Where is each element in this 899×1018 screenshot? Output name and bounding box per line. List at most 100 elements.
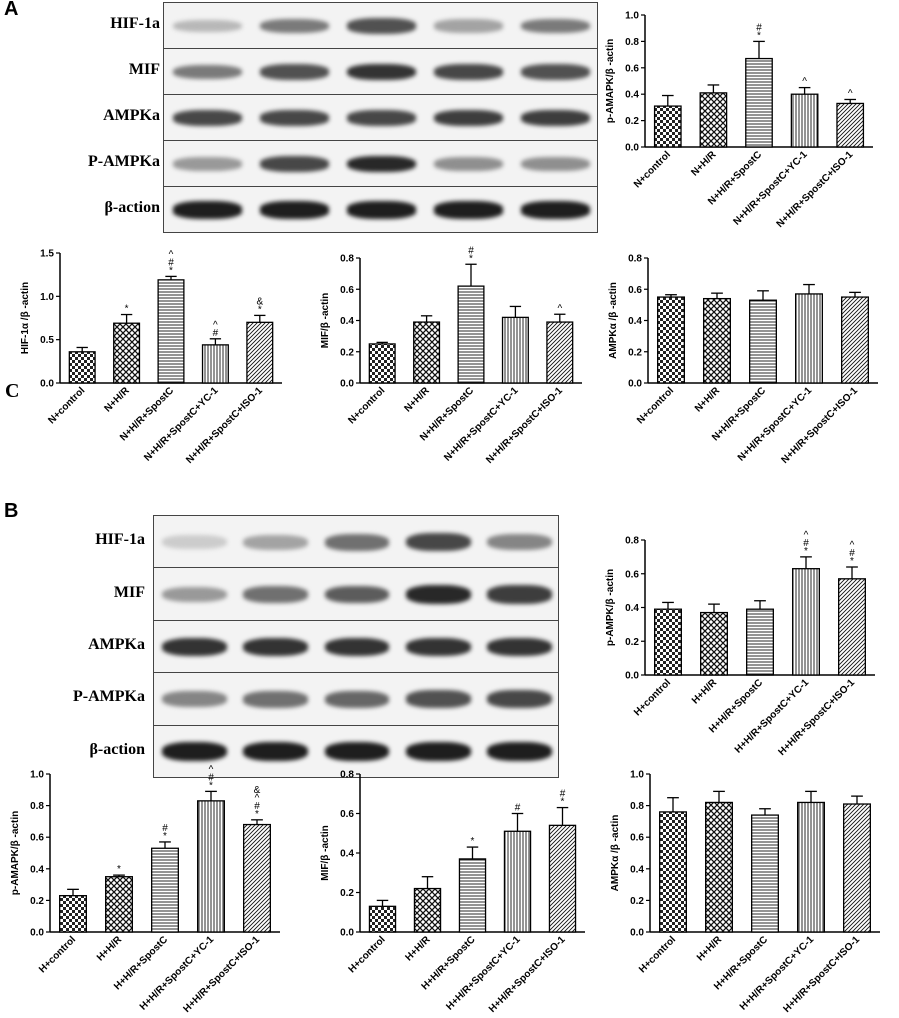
blot-band (259, 201, 330, 219)
y-tick-label: 0.4 (628, 316, 642, 327)
y-tick-label: 1.5 (40, 249, 54, 260)
significance-marker: # (168, 257, 174, 268)
category-label: N+H/R (103, 385, 133, 415)
bar (151, 847, 179, 933)
chart-b-pampk: 0.0 0.2 0.4 0.6 0.8 1.0 p-AMAPK/β -actin H+cont… (10, 764, 280, 1015)
significance-marker: * (169, 265, 173, 276)
significance-marker: # (162, 823, 168, 834)
bar (243, 823, 271, 933)
category-label: N+control (346, 385, 387, 426)
blot-band (259, 110, 330, 126)
blot-band (243, 690, 309, 708)
bar (201, 344, 229, 384)
chart-b-mif: 0.0 0.2 0.4 0.6 0.8 MIF/β -actin H+control H+H/… (320, 770, 585, 1015)
category-label: N+H/R+SpostC+YC-1 (442, 385, 521, 464)
y-tick-label: 0.0 (625, 671, 639, 682)
category-label: N+H/R+SpostC+ISO-1 (484, 385, 565, 466)
blot-row-label: AMPKa (88, 636, 145, 653)
y-axis-label: AMPKα /β -actin (610, 815, 621, 892)
bar (749, 299, 777, 384)
bar (457, 285, 485, 384)
y-axis-label: p-AMAPK/β -actin (10, 811, 21, 895)
category-label: N+H/R (689, 149, 719, 179)
y-tick-label: 0.2 (625, 637, 639, 648)
blot-band (324, 742, 390, 762)
significance-marker: # (213, 328, 219, 339)
chart-a-hif: 0.0 0.5 1.0 1.5 HIF-1α /β -actin N+control * N+… (20, 249, 282, 466)
significance-marker: * (471, 836, 475, 847)
category-label: N+control (46, 385, 87, 426)
blot-band (324, 533, 390, 551)
category-label: H+H/R (695, 934, 725, 964)
bar (368, 343, 396, 384)
blot-band (433, 64, 504, 80)
y-tick-label: 0.6 (630, 833, 644, 844)
y-tick-label: 0.8 (628, 254, 642, 265)
bar (546, 321, 574, 384)
category-label: N+H/R+SpostC+YC-1 (142, 385, 221, 464)
blot-row (153, 672, 559, 726)
blot-band (172, 201, 243, 219)
bar (197, 800, 225, 933)
blot-band (346, 63, 417, 81)
category-label: N+H/R+SpostC+ISO-1 (779, 385, 860, 466)
blot-band (259, 18, 330, 34)
blot-row (163, 186, 598, 233)
y-tick-label: 0.0 (630, 928, 644, 939)
y-tick-label: 0.8 (625, 37, 639, 48)
blot-band (162, 535, 228, 550)
bar (745, 57, 773, 148)
panel-letter-c: C (5, 380, 20, 402)
bar (699, 92, 728, 148)
blot-row (153, 515, 559, 569)
y-tick-label: 0.6 (340, 285, 354, 296)
blot-row-label: MIF (113, 583, 145, 601)
y-axis-label: MIF/β -actin (320, 825, 331, 881)
y-axis-label: MIF/β -actin (320, 293, 331, 349)
significance-marker: * (469, 253, 473, 264)
blot-row-label: AMPKa (103, 107, 160, 124)
blot-row-label: β-action (89, 740, 145, 758)
blot-band (346, 201, 417, 219)
significance-marker: & (254, 785, 261, 796)
bar (836, 102, 865, 148)
bar (838, 578, 866, 676)
significance-marker: * (209, 780, 213, 791)
significance-marker: * (804, 546, 808, 557)
significance-marker: * (757, 30, 761, 41)
y-tick-label: 0.4 (30, 864, 44, 875)
y-tick-label: 0.8 (340, 770, 354, 781)
blot-band (172, 110, 243, 126)
bar (654, 608, 682, 676)
y-tick-label: 0.8 (30, 801, 44, 812)
blot-row (153, 619, 559, 674)
blot-row-label: MIF (128, 61, 160, 78)
significance-marker: # (803, 538, 809, 549)
blot-band (520, 157, 591, 171)
blot-band (405, 533, 471, 552)
bar (413, 887, 442, 933)
y-tick-label: 1.0 (40, 292, 54, 303)
blot-band (324, 690, 390, 708)
chart-b-ampk: 0.0 0.2 0.4 0.6 0.8 1.0 AMPKα /β -actin H+contr… (610, 770, 880, 1015)
blot-band (324, 585, 390, 604)
blot-band (346, 18, 417, 34)
significance-marker: # (515, 803, 521, 814)
blot-row (163, 140, 598, 187)
bar (157, 279, 185, 384)
y-tick-label: 0.0 (628, 379, 642, 390)
bar (790, 93, 819, 148)
blot-band (324, 637, 390, 657)
bar (703, 297, 731, 384)
category-label: H+H/R+SpostC+ISO-1 (776, 677, 857, 758)
y-tick-label: 1.0 (630, 770, 644, 781)
significance-marker: * (850, 556, 854, 567)
blot-band (486, 690, 552, 709)
bar (700, 611, 728, 676)
significance-marker: ^ (213, 320, 218, 331)
blot-row (163, 48, 598, 95)
y-tick-label: 0.4 (340, 849, 354, 860)
significance-marker: # (849, 548, 855, 559)
significance-marker: ^ (804, 530, 809, 541)
y-tick-label: 0.4 (340, 316, 354, 327)
